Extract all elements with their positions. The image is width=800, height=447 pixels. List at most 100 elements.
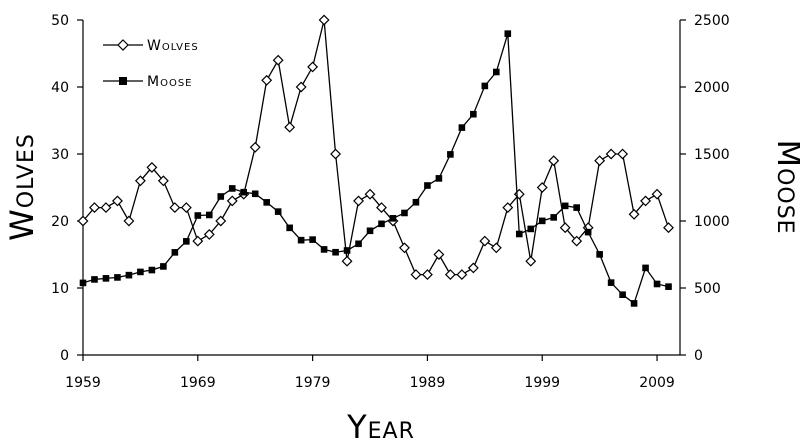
moose-line (82, 33, 669, 305)
wolves-point (364, 188, 376, 200)
wolves-point (89, 202, 100, 214)
moose-point (607, 279, 615, 286)
wolves-point (640, 195, 652, 207)
moose-point (550, 214, 558, 221)
moose-point (263, 199, 270, 206)
moose-point (504, 30, 512, 37)
wolves-point (376, 202, 387, 214)
y-axis-left-ticks: 0 10 20 30 40 50 (51, 13, 83, 364)
x-tick-label: 1979 (295, 375, 331, 391)
wolves-point (433, 249, 445, 260)
wolves-point (295, 81, 307, 93)
moose-point (251, 190, 259, 198)
x-tick-label: 1969 (180, 375, 216, 391)
wolves-point (100, 202, 112, 214)
moose-point (573, 204, 580, 211)
moose-point (389, 215, 397, 222)
moose-point (619, 291, 626, 298)
wolves-point (490, 242, 502, 254)
moose-point (286, 224, 293, 232)
y-axis-right-title: Moose (770, 139, 800, 234)
moose-point (332, 248, 339, 256)
moose-point (412, 198, 420, 206)
y-left-tick-label: 20 (51, 214, 69, 230)
wolves-point (318, 14, 330, 26)
moose-point (274, 208, 282, 215)
x-tick-label: 1989 (410, 375, 446, 391)
moose-point (493, 68, 500, 76)
series-layer (77, 14, 674, 307)
wolves-point (272, 54, 284, 66)
y-right-tick-label: 500 (694, 281, 721, 297)
wolves-point (215, 215, 227, 227)
wolves-point (399, 242, 410, 254)
moose-point (355, 240, 362, 248)
wolves-point (663, 222, 674, 234)
moose-point (378, 220, 385, 228)
legend-moose-label: Moose (147, 74, 193, 90)
wolves-point (525, 255, 537, 267)
wolves-point (249, 141, 261, 153)
legend-item-moose: Moose (103, 74, 193, 90)
moose-point (401, 209, 408, 217)
moose-point (137, 268, 144, 276)
wolves-point (444, 269, 456, 281)
wolves-point (134, 175, 146, 187)
moose-point (584, 228, 592, 236)
moose-point (515, 230, 523, 238)
y-right-tick-label: 1500 (694, 147, 730, 163)
wolves-point (353, 195, 364, 207)
axis-titles: Year Wolves Moose (3, 133, 800, 446)
moose-point (470, 110, 477, 118)
moose-point (228, 185, 236, 192)
legend-wolves-label: Wolves (147, 38, 199, 54)
legend-wolves-marker (117, 39, 129, 51)
moose-point (596, 251, 603, 258)
wolves-point (146, 161, 158, 173)
moose-point (194, 212, 202, 219)
x-tick-label: 1959 (65, 375, 101, 391)
wolves-point (169, 202, 181, 214)
wolves-point (594, 155, 606, 167)
moose-point (160, 263, 167, 270)
moose-point (653, 280, 661, 288)
series-moose (79, 30, 672, 307)
moose-point (642, 264, 649, 272)
wolves-point (628, 208, 640, 220)
y-left-tick-label: 0 (60, 348, 69, 364)
y-right-tick-label: 1000 (694, 214, 730, 230)
y-left-tick-label: 40 (51, 80, 69, 96)
wolves-point (479, 235, 491, 247)
wolves-point (203, 228, 215, 240)
moose-point (148, 266, 156, 274)
y-left-tick-label: 30 (51, 147, 69, 163)
y-right-tick-label: 0 (694, 348, 703, 364)
legend-item-wolves: Wolves (103, 38, 199, 54)
moose-point (320, 246, 328, 253)
wolves-point (456, 269, 468, 281)
moose-point (102, 275, 110, 282)
y-axis-right-ticks: 0 500 1000 1500 2000 2500 (680, 13, 730, 364)
y-right-tick-label: 2000 (694, 80, 730, 96)
moose-point (630, 300, 638, 307)
legend: Wolves Moose (103, 38, 199, 90)
wolves-point (192, 235, 204, 247)
x-axis-title: Year (346, 408, 415, 446)
wolves-point (157, 175, 169, 187)
wolves-point (330, 148, 342, 160)
moose-point (205, 211, 213, 219)
moose-point (424, 182, 431, 189)
wolves-point (410, 269, 422, 281)
moose-point (309, 236, 316, 243)
wolves-line (82, 19, 670, 276)
moose-point (527, 225, 535, 233)
wolves-point (605, 148, 617, 160)
moose-point (240, 188, 248, 196)
wolves-point (548, 155, 560, 167)
wolves-point (571, 235, 583, 247)
wolves-point (111, 195, 123, 207)
wolves-point (307, 61, 319, 73)
plot-axes (82, 20, 681, 356)
y-left-tick-label: 10 (51, 281, 69, 297)
